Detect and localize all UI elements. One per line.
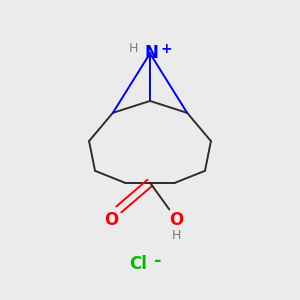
- Text: N: N: [145, 44, 158, 62]
- Text: O: O: [169, 211, 184, 229]
- Text: H: H: [172, 229, 182, 242]
- Text: Cl: Cl: [129, 255, 147, 273]
- Text: H: H: [129, 42, 138, 56]
- Text: O: O: [104, 211, 118, 229]
- Text: -: -: [154, 253, 161, 271]
- Text: +: +: [160, 42, 172, 56]
